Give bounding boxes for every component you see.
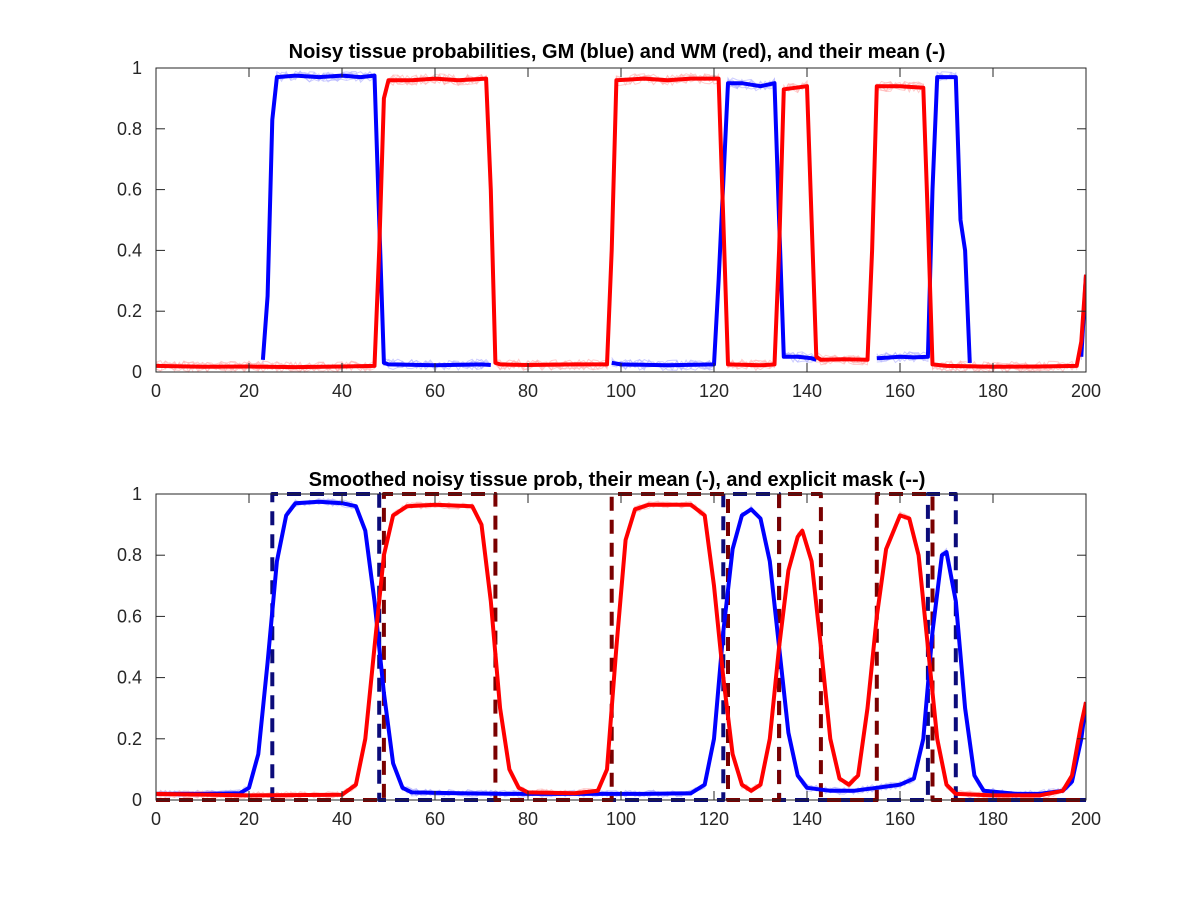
y-tick-label: 0.4 [117, 240, 142, 260]
wm-mean-line [156, 76, 1086, 370]
x-tick-label: 100 [606, 809, 636, 829]
x-tick-label: 160 [885, 381, 915, 401]
chart-top: Noisy tissue probabilities, GM (blue) an… [117, 41, 1101, 401]
x-tick-label: 180 [978, 809, 1008, 829]
y-tick-label: 0.8 [117, 119, 142, 139]
gm-mean-line [260, 73, 491, 368]
x-tick-label: 200 [1071, 381, 1101, 401]
x-tick-label: 0 [151, 809, 161, 829]
y-tick-label: 0.6 [117, 606, 142, 626]
x-tick-label: 200 [1071, 809, 1101, 829]
y-tick-label: 0.6 [117, 180, 142, 200]
x-tick-label: 0 [151, 381, 161, 401]
x-tick-label: 40 [332, 381, 352, 401]
gm-mean-line [611, 81, 817, 368]
chart-bottom: Smoothed noisy tissue prob, their mean (… [117, 469, 1101, 829]
x-tick-label: 120 [699, 381, 729, 401]
y-tick-label: 1 [132, 484, 142, 504]
chart-title: Noisy tissue probabilities, GM (blue) an… [289, 41, 946, 63]
y-tick-label: 0.8 [117, 545, 142, 565]
x-tick-label: 100 [606, 381, 636, 401]
y-tick-label: 0 [132, 362, 142, 382]
y-tick-label: 0 [132, 790, 142, 810]
y-tick-label: 0.2 [117, 729, 142, 749]
x-tick-label: 80 [518, 381, 538, 401]
x-tick-label: 20 [239, 809, 259, 829]
x-tick-label: 180 [978, 381, 1008, 401]
y-tick-label: 0.4 [117, 668, 142, 688]
x-tick-label: 120 [699, 809, 729, 829]
y-tick-label: 1 [132, 58, 142, 78]
x-tick-label: 140 [792, 809, 822, 829]
gm-mean-line [876, 75, 972, 363]
x-tick-label: 40 [332, 809, 352, 829]
y-tick-label: 0.2 [117, 301, 142, 321]
x-tick-label: 160 [885, 809, 915, 829]
chart-title: Smoothed noisy tissue prob, their mean (… [309, 469, 926, 491]
x-tick-label: 60 [425, 381, 445, 401]
gm-mean-line [156, 499, 1086, 796]
wm-mean-line [156, 502, 1086, 798]
x-tick-label: 20 [239, 381, 259, 401]
x-tick-label: 140 [792, 381, 822, 401]
x-tick-label: 60 [425, 809, 445, 829]
x-tick-label: 80 [518, 809, 538, 829]
